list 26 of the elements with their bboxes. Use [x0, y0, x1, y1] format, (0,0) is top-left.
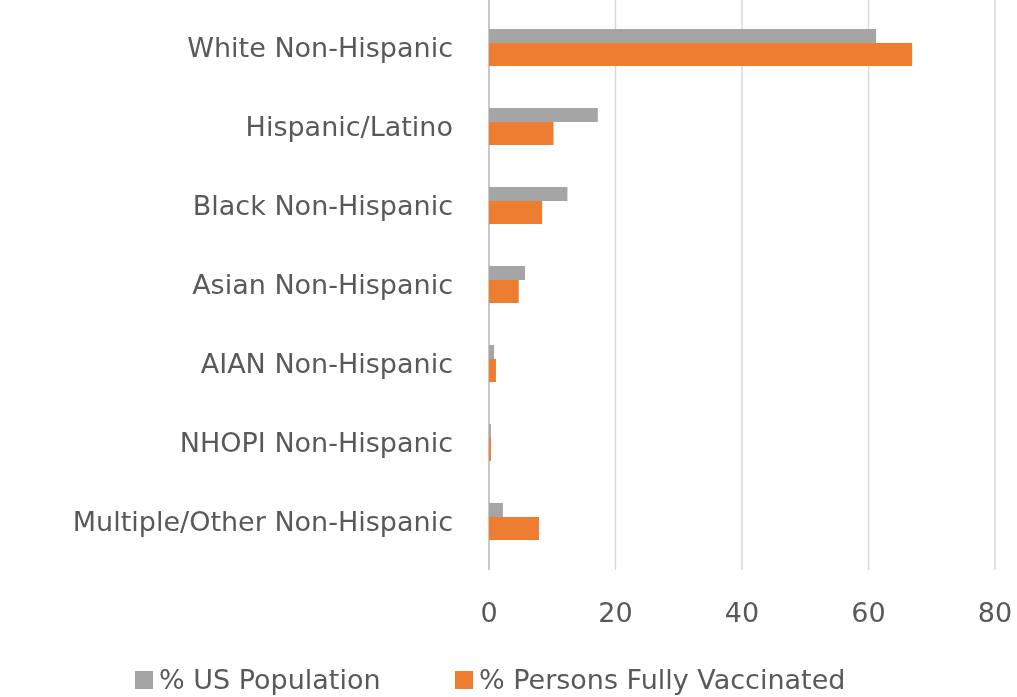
y-tick-label: Multiple/Other Non-Hispanic: [72, 505, 453, 537]
x-tick-label: 60: [851, 597, 886, 628]
bar: [489, 345, 495, 359]
bar: [489, 266, 526, 280]
y-tick-label: Black Non-Hispanic: [192, 189, 453, 221]
bar: [489, 108, 598, 122]
y-tick-label: AIAN Non-Hispanic: [200, 347, 453, 379]
bar: [489, 43, 913, 66]
bar: [489, 201, 543, 224]
bar: [489, 29, 877, 43]
y-tick-label: NHOPI Non-Hispanic: [179, 426, 453, 458]
legend-label: % Persons Fully Vaccinated: [479, 664, 846, 696]
y-tick-label: Hispanic/Latino: [245, 110, 453, 142]
bar: [489, 517, 539, 540]
x-tick-label: 80: [977, 597, 1013, 628]
x-tick-label: 20: [598, 597, 633, 628]
bar: [489, 280, 519, 303]
x-tick-label: 40: [724, 597, 760, 628]
bar: [489, 187, 568, 201]
y-tick-label: White Non-Hispanic: [187, 31, 453, 63]
x-tick-label: 0: [480, 597, 498, 628]
bar: [489, 503, 503, 517]
bar: [489, 122, 554, 145]
y-tick-label: Asian Non-Hispanic: [192, 268, 453, 300]
bar: [489, 359, 496, 382]
legend-label: % US Population: [159, 664, 381, 696]
